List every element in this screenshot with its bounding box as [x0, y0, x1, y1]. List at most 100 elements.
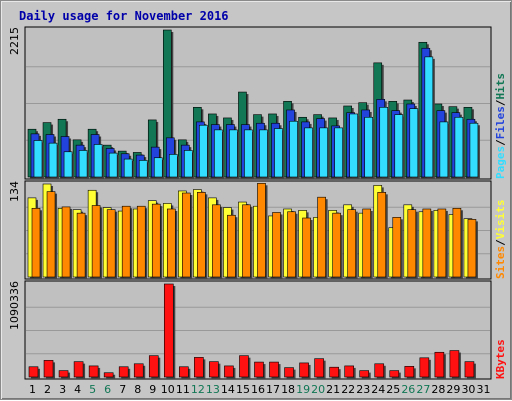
day-label-8: 8: [134, 383, 141, 396]
bar-sites-day-19: [302, 217, 311, 278]
bar-pages-day-27: [424, 56, 434, 178]
day-label-26: 26: [401, 383, 415, 396]
bar-kbytes-day-16: [254, 361, 264, 378]
bar-sites-day-3: [61, 206, 71, 278]
day-label-25: 25: [386, 383, 400, 396]
bar-kbytes-day-3: [58, 370, 69, 378]
bar-kbytes-day-24: [374, 363, 385, 378]
bar-pages-day-20: [319, 127, 328, 178]
bar-sites-day-29: [452, 207, 462, 278]
bar-kbytes-day-28: [434, 351, 445, 378]
bar-sites-day-8: [136, 205, 146, 278]
bar-pages-day-3: [63, 151, 73, 178]
bar-pages-day-8: [138, 160, 148, 178]
bar-pages-day-19: [304, 127, 313, 178]
legend-text: Pages/Files/Hits: [494, 73, 507, 179]
day-label-20: 20: [311, 383, 325, 396]
bar-kbytes-day-30: [464, 361, 475, 378]
bar-kbytes-day-26: [404, 366, 415, 378]
bar-sites-day-27: [422, 208, 432, 278]
bar-kbytes-day-27: [419, 357, 430, 378]
bar-sites-day-5: [91, 205, 101, 278]
bar-kbytes-day-4: [73, 361, 84, 378]
day-label-31: 31: [476, 383, 490, 396]
day-label-23: 23: [356, 383, 370, 396]
legend-entry: Files: [494, 106, 507, 139]
bar-kbytes-day-6: [103, 372, 114, 378]
bar-pages-day-16: [259, 129, 268, 178]
day-label-21: 21: [326, 383, 340, 396]
bar-kbytes-day-19: [299, 362, 309, 378]
bar-kbytes-day-15: [239, 355, 249, 378]
bar-kbytes-day-17: [269, 361, 279, 378]
bar-pages-day-9: [153, 157, 163, 178]
bar-pages-day-12: [199, 124, 208, 178]
day-label-29: 29: [446, 383, 460, 396]
day-label-17: 17: [266, 383, 280, 396]
day-label-5: 5: [89, 383, 96, 396]
day-label-18: 18: [281, 383, 295, 396]
legend-entry: Sites: [494, 246, 507, 279]
day-label-19: 19: [296, 383, 310, 396]
legend-text: Sites/Visits: [494, 200, 507, 280]
bar-kbytes-day-5: [88, 365, 99, 378]
bar-sites-day-12: [197, 192, 206, 278]
bar-pages-day-4: [78, 150, 88, 178]
bar-sites-day-10: [166, 208, 176, 278]
bar-pages-day-7: [123, 158, 133, 178]
bar-sites-day-17: [272, 212, 281, 278]
bar-sites-day-2: [46, 191, 56, 278]
bar-pages-day-2: [48, 142, 58, 178]
legend-entry: Pages: [494, 146, 507, 179]
bar-pages-day-13: [214, 129, 223, 178]
bar-pages-day-22: [349, 113, 358, 178]
bar-pages-day-5: [93, 144, 103, 178]
bar-sites-day-9: [151, 203, 161, 278]
bar-kbytes-day-1: [28, 366, 39, 378]
day-label-12: 12: [191, 383, 205, 396]
bar-pages-day-25: [394, 114, 404, 178]
day-label-1: 1: [29, 383, 36, 396]
bar-pages-day-15: [244, 129, 253, 178]
day-label-2: 2: [44, 383, 51, 396]
legend-entry: Visits: [494, 200, 507, 240]
bar-sites-day-22: [347, 209, 356, 278]
bar-sites-day-11: [182, 192, 191, 278]
bar-kbytes-day-23: [359, 370, 370, 378]
bar-sites-day-16: [257, 183, 266, 278]
bar-pages-day-18: [289, 120, 298, 178]
bar-sites-day-13: [212, 204, 221, 278]
bar-sites-day-24: [377, 192, 387, 278]
panel-kbytes: 1090336: [8, 280, 492, 380]
bar-kbytes-day-7: [118, 366, 129, 378]
bar-sites-day-1: [31, 207, 41, 278]
chart-title: Daily usage for November 2016: [19, 9, 229, 23]
bar-kbytes-day-18: [284, 367, 294, 378]
bar-pages-day-24: [379, 107, 389, 178]
day-label-14: 14: [221, 383, 235, 396]
day-label-16: 16: [251, 383, 265, 396]
y-max-label: 1090336: [8, 281, 21, 330]
day-label-10: 10: [161, 383, 175, 396]
bar-kbytes-day-11: [179, 366, 189, 378]
legend-kbytes: KBytes: [494, 339, 507, 379]
bar-sites-day-18: [287, 211, 296, 278]
day-label-3: 3: [59, 383, 66, 396]
day-label-22: 22: [341, 383, 355, 396]
y-max-label: 2215: [8, 27, 21, 55]
bar-kbytes-day-13: [209, 361, 219, 378]
bar-pages-day-30: [469, 122, 479, 178]
bar-sites-day-14: [227, 214, 236, 278]
bar-sites-day-30: [467, 219, 477, 278]
bar-pages-day-23: [364, 116, 374, 178]
bar-kbytes-day-2: [43, 360, 54, 378]
bar-sites-day-23: [362, 208, 372, 278]
legend-hits-files-pages: Pages/Files/Hits: [494, 73, 507, 179]
bar-sites-day-7: [121, 205, 131, 278]
bar-kbytes-day-8: [133, 363, 144, 378]
bar-sites-day-28: [437, 208, 447, 278]
bar-kbytes-day-25: [389, 370, 400, 378]
day-label-15: 15: [236, 383, 250, 396]
legend-entry: /: [494, 139, 507, 146]
